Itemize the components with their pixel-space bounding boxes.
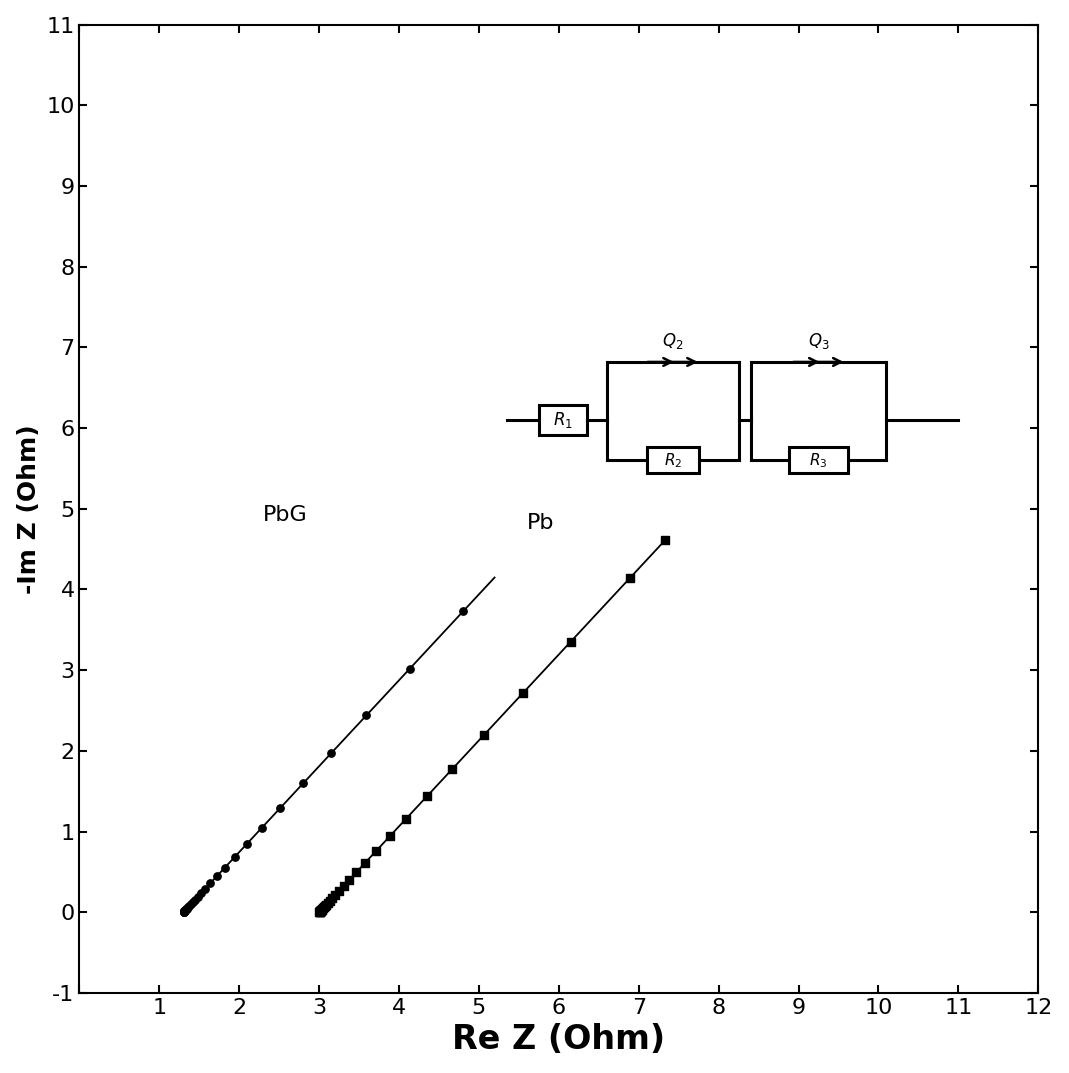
Point (358, 707, 375, 724)
Point (357, 854, 374, 871)
Point (177, 901, 195, 918)
Point (226, 849, 243, 866)
Point (179, 899, 196, 916)
Text: $R_1$: $R_1$ (553, 410, 573, 430)
Point (324, 890, 341, 907)
Point (272, 799, 289, 817)
Point (176, 901, 193, 918)
Point (313, 901, 330, 918)
Point (311, 903, 328, 921)
Point (176, 902, 193, 920)
Text: $R_3$: $R_3$ (809, 451, 827, 470)
Point (514, 685, 531, 702)
Point (368, 842, 385, 859)
Point (208, 868, 226, 885)
Point (311, 903, 328, 921)
Point (312, 902, 329, 920)
Point (202, 874, 219, 892)
Point (319, 895, 336, 912)
Point (326, 886, 343, 903)
Text: PbG: PbG (263, 505, 308, 525)
Point (381, 828, 398, 846)
Point (184, 894, 201, 911)
Point (197, 880, 214, 897)
Point (189, 888, 206, 906)
Point (335, 878, 352, 895)
Point (311, 902, 328, 920)
Point (313, 900, 330, 917)
Point (341, 871, 358, 888)
Text: $R_2$: $R_2$ (664, 451, 682, 470)
X-axis label: Re Z (Ohm): Re Z (Ohm) (452, 1024, 665, 1056)
Point (475, 726, 492, 744)
Point (253, 820, 270, 837)
Point (314, 900, 331, 917)
Point (176, 902, 193, 920)
Point (181, 897, 198, 914)
Point (321, 893, 338, 910)
Point (295, 775, 312, 792)
Point (311, 903, 328, 921)
Point (621, 569, 638, 586)
Point (444, 761, 461, 778)
Text: $Q_2$: $Q_2$ (662, 332, 683, 352)
Point (175, 903, 192, 921)
Bar (539, 405, 587, 436)
Point (311, 902, 328, 920)
Point (401, 660, 418, 677)
Point (192, 884, 210, 901)
Point (656, 532, 673, 549)
Point (216, 859, 233, 877)
Text: Pb: Pb (527, 513, 555, 533)
Point (175, 903, 192, 921)
Text: $Q_3$: $Q_3$ (808, 332, 830, 352)
Point (180, 898, 197, 915)
Bar (647, 447, 699, 473)
Point (179, 900, 196, 917)
Point (176, 901, 193, 918)
Point (330, 882, 347, 899)
Point (312, 901, 329, 918)
Point (312, 902, 329, 920)
Point (398, 810, 415, 827)
Point (347, 864, 365, 881)
Point (316, 898, 334, 915)
Point (175, 903, 192, 921)
Point (186, 892, 203, 909)
Y-axis label: -Im Z (Ohm): -Im Z (Ohm) (17, 424, 41, 593)
Point (317, 896, 335, 913)
Point (323, 745, 340, 762)
Point (175, 903, 192, 921)
Point (418, 788, 435, 805)
Point (315, 899, 332, 916)
Point (175, 902, 192, 920)
Point (454, 603, 471, 620)
Bar (789, 447, 849, 473)
Point (183, 896, 200, 913)
Point (311, 903, 328, 921)
Point (562, 633, 579, 650)
Point (175, 902, 192, 920)
Point (238, 836, 255, 853)
